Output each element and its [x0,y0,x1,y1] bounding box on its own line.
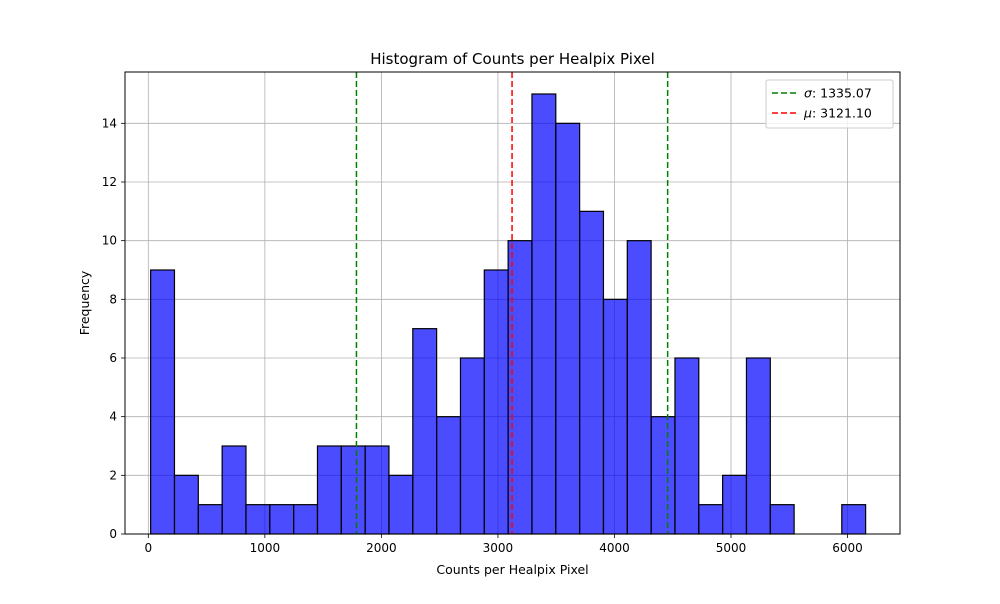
histogram-bar [388,474,414,535]
y-tick-label: 14 [102,116,117,130]
x-tick-label: 4000 [599,541,630,555]
y-tick-label: 10 [102,234,117,248]
histogram-bar [412,328,438,535]
legend: σ: 1335.07 μ: 3121.10 [765,79,894,129]
histogram-bar [626,240,652,535]
histogram-bar [269,504,295,535]
histogram-bar [745,357,771,535]
histogram-bar [221,445,247,535]
legend-mu-value: : 3121.10 [812,106,872,121]
y-tick-label: 2 [109,468,117,482]
legend-sigma-value: : 1335.07 [812,86,872,101]
histogram-bar [197,504,223,535]
histogram-bar [173,474,199,535]
x-tick-label: 1000 [250,541,281,555]
histogram-bar [245,504,271,535]
chart-title: Histogram of Counts per Healpix Pixel [370,50,655,68]
y-tick-label: 0 [109,527,117,541]
legend-box [765,79,894,129]
y-axis-label: Frequency [77,270,92,335]
x-tick-label: 0 [144,541,152,555]
histogram-bar [674,357,700,535]
x-tick-label: 3000 [483,541,514,555]
legend-mu-label: μ: 3121.10 [803,106,872,121]
histogram-bar [150,269,176,535]
legend-mu-symbol: μ [803,106,812,121]
reference-lines [355,72,669,534]
y-tick-label: 4 [109,410,117,424]
histogram-bar [459,357,485,535]
histogram-bar [555,122,581,535]
legend-sigma-symbol: σ [804,86,813,101]
histogram-bar [602,298,628,535]
x-axis-label: Counts per Healpix Pixel [436,562,588,577]
histogram-bar [579,210,605,535]
y-axis-ticks: 0 2 4 6 8 10 12 14 [102,116,125,541]
histogram-bar [769,504,795,535]
histogram-bar [436,416,462,535]
plot-frame [124,71,901,535]
histogram-bar [650,416,676,535]
x-axis-ticks: 0 1000 2000 3000 4000 5000 6000 [144,534,863,555]
histogram-bar [531,93,557,535]
y-tick-label: 6 [109,351,117,365]
x-tick-label: 5000 [716,541,747,555]
histogram-bar [364,445,390,535]
legend-sigma-label: σ: 1335.07 [804,86,872,101]
histogram-bar [698,504,724,535]
histogram-bar [340,445,366,535]
y-tick-label: 12 [102,175,117,189]
histogram-bar [841,504,867,535]
x-tick-label: 6000 [832,541,863,555]
histogram-bar [293,504,319,535]
x-tick-label: 2000 [366,541,397,555]
histogram-bar [316,445,342,535]
histogram-bar [722,474,748,535]
y-tick-label: 8 [109,292,117,306]
histogram-bar [483,269,509,535]
histogram-bars [150,93,867,535]
